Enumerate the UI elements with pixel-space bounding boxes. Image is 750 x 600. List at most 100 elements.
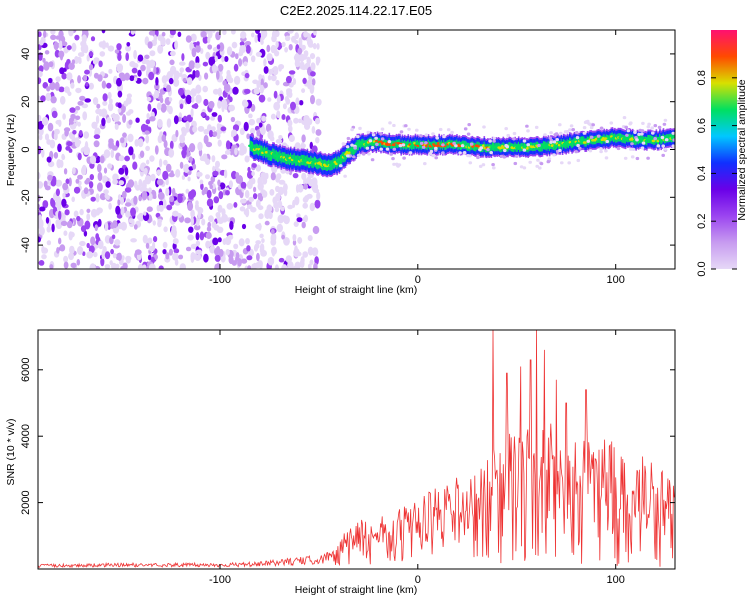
heatmap-noise-cell (205, 115, 210, 121)
heatmap-noise-cell (88, 82, 95, 90)
heatmap-noise-cell (307, 118, 313, 126)
heatmap-noise-cell (76, 215, 81, 222)
heatmap-noise-cell (88, 245, 95, 254)
heatmap-ridge-core (424, 144, 429, 148)
heatmap-noise-cell (244, 155, 250, 163)
heatmap-noise-cell (166, 84, 172, 93)
heatmap-ridge-core (264, 151, 268, 154)
heatmap-halo-cell (650, 126, 654, 130)
heatmap-noise-cell (71, 42, 77, 52)
heatmap-noise-cell (165, 252, 170, 260)
x-tick-label: 100 (607, 574, 625, 586)
heatmap-noise-cell (205, 240, 211, 249)
heatmap-halo-cell (582, 126, 587, 130)
heatmap-noise-cell (64, 129, 69, 137)
heatmap-noise-cell (317, 57, 321, 64)
heatmap-noise-cell (202, 153, 208, 162)
heatmap-halo-cell (462, 151, 467, 155)
heatmap-noise-cell (191, 47, 197, 58)
heatmap-noise-cell (314, 117, 321, 125)
heatmap-noise-cell (275, 138, 282, 144)
heatmap-noise-cell (206, 30, 210, 34)
heatmap-noise-cell (54, 81, 60, 91)
heatmap-halo-cell (629, 147, 633, 151)
spectrogram-panel: -100 0 100 -40 -20 0 20 40 Height of straight l… (5, 29, 676, 296)
heatmap-noise-cell (283, 215, 290, 225)
heatmap-noise-cell (79, 240, 86, 247)
heatmap-noise-cell (161, 31, 166, 37)
heatmap-halo-cell (589, 126, 594, 130)
heatmap-halo-cell (479, 146, 484, 150)
y-tick-label: -20 (20, 189, 32, 205)
heatmap-halo-cell (604, 149, 608, 153)
heatmap-noise-cell (86, 213, 91, 221)
heatmap-noise-cell (255, 240, 262, 245)
heatmap-noise-cell (58, 237, 62, 245)
heatmap-halo-cell (555, 138, 559, 142)
heatmap-noise-cell (135, 117, 140, 123)
heatmap-noise-cell (156, 169, 162, 176)
heatmap-noise-cell (55, 199, 60, 208)
heatmap-halo-cell (672, 145, 675, 149)
heatmap-noise-cell (59, 244, 66, 252)
heatmap-noise-cell (213, 196, 220, 204)
heatmap-halo-cell (635, 156, 640, 161)
heatmap-noise-cell (294, 55, 299, 61)
heatmap-noise-cell (162, 170, 169, 181)
heatmap-noise-cell (163, 159, 168, 166)
heatmap-noise-cell (263, 58, 267, 67)
heatmap-halo-cell (398, 144, 403, 148)
heatmap-noise-cell (302, 202, 309, 209)
heatmap-halo-cell (438, 127, 443, 132)
heatmap-noise-cell (179, 134, 186, 144)
heatmap-noise-cell (268, 68, 274, 75)
heatmap-noise-cell (297, 237, 302, 244)
heatmap-noise-cell (224, 56, 229, 62)
heatmap-ridge-core (516, 144, 520, 148)
heatmap-noise-cell (165, 187, 170, 197)
heatmap-noise-cell (190, 209, 195, 218)
heatmap-noise-cell (190, 252, 196, 261)
heatmap-noise-cell (103, 189, 109, 195)
heatmap-noise-cell (133, 49, 138, 60)
heatmap-ridge-core (372, 140, 376, 143)
heatmap-noise-cell (132, 161, 138, 170)
heatmap-halo-cell (525, 124, 529, 128)
heatmap-noise-cell (153, 194, 157, 199)
heatmap-noise-cell (110, 248, 114, 255)
heatmap-noise-cell (200, 48, 204, 54)
heatmap-noise-cell (179, 263, 186, 269)
heatmap-noise-cell (156, 102, 162, 110)
heatmap-noise-cell (78, 130, 83, 136)
heatmap-noise-cell (89, 155, 97, 165)
heatmap-noise-cell (140, 64, 146, 72)
heatmap-halo-cell (458, 151, 462, 155)
heatmap-noise-cell (276, 173, 282, 180)
heatmap-noise-cell (223, 169, 228, 179)
heatmap-noise-cell (267, 75, 272, 81)
heatmap-noise-cell (128, 109, 134, 114)
heatmap-halo-cell (662, 122, 667, 126)
heatmap-noise-cell (292, 78, 297, 85)
heatmap-noise-cell (63, 261, 69, 269)
heatmap-halo-cell (469, 142, 474, 146)
heatmap-noise-cell (55, 188, 61, 197)
heatmap-noise-cell (283, 237, 290, 246)
colorbar-ticks: 0.0 0.2 0.4 0.6 0.8 (696, 70, 737, 277)
heatmap-noise-cell (173, 115, 179, 125)
heatmap-noise-cell (263, 66, 269, 74)
heatmap-noise-cell (70, 82, 75, 89)
heatmap-noise-cell (217, 237, 222, 243)
heatmap-halo-cell (578, 146, 582, 150)
heatmap-noise-cell (216, 262, 221, 269)
heatmap-halo-cell (434, 146, 438, 150)
heatmap-noise-cell (121, 255, 125, 261)
heatmap-halo-cell (365, 146, 370, 150)
heatmap-noise-cell (125, 52, 129, 61)
heatmap-halo-cell (623, 156, 628, 160)
heatmap-noise-cell (76, 259, 81, 266)
heatmap-noise-cell (195, 84, 202, 94)
heatmap-ridge-core (250, 145, 254, 149)
heatmap-halo-cell (346, 136, 351, 141)
heatmap-ridge-core (540, 145, 544, 149)
